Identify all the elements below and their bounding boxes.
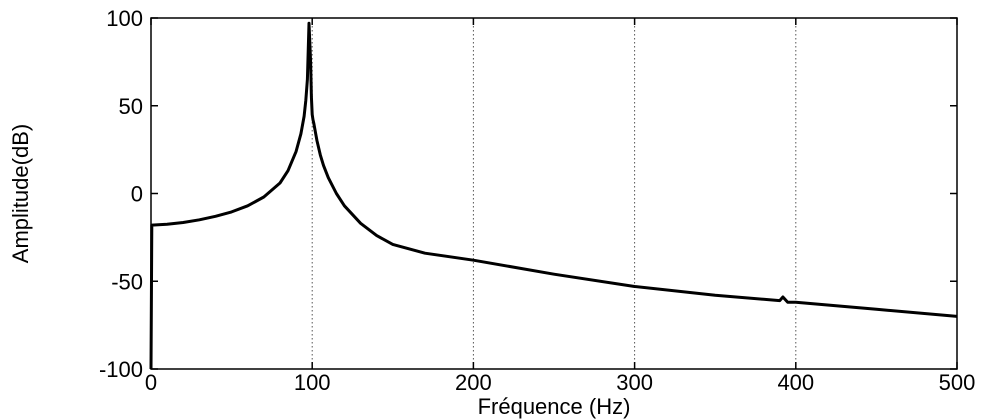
y-tick-label: -50: [111, 269, 143, 294]
y-tick-label: -100: [99, 357, 143, 382]
y-tick-label: 0: [131, 182, 143, 207]
vertical-gridlines: [311, 18, 797, 369]
x-axis-label: Fréquence (Hz): [478, 394, 631, 419]
x-tick-label: 200: [455, 370, 492, 395]
x-tick-label: 500: [939, 370, 976, 395]
y-tick-label: 100: [106, 6, 143, 31]
y-axis-ticks: -100 -50 0 50 100: [99, 6, 957, 382]
y-tick-label: 50: [119, 94, 143, 119]
x-tick-label: 300: [616, 370, 653, 395]
x-tick-label: 400: [777, 370, 814, 395]
amplitude-series-line: [149, 21, 958, 370]
y-axis-label: Amplitude(dB): [8, 124, 33, 263]
x-tick-label: 0: [145, 370, 157, 395]
x-axis-ticks: 0 100 200 300 400 500: [145, 18, 975, 395]
plot-area-frame: [150, 17, 958, 370]
x-tick-label: 100: [294, 370, 331, 395]
